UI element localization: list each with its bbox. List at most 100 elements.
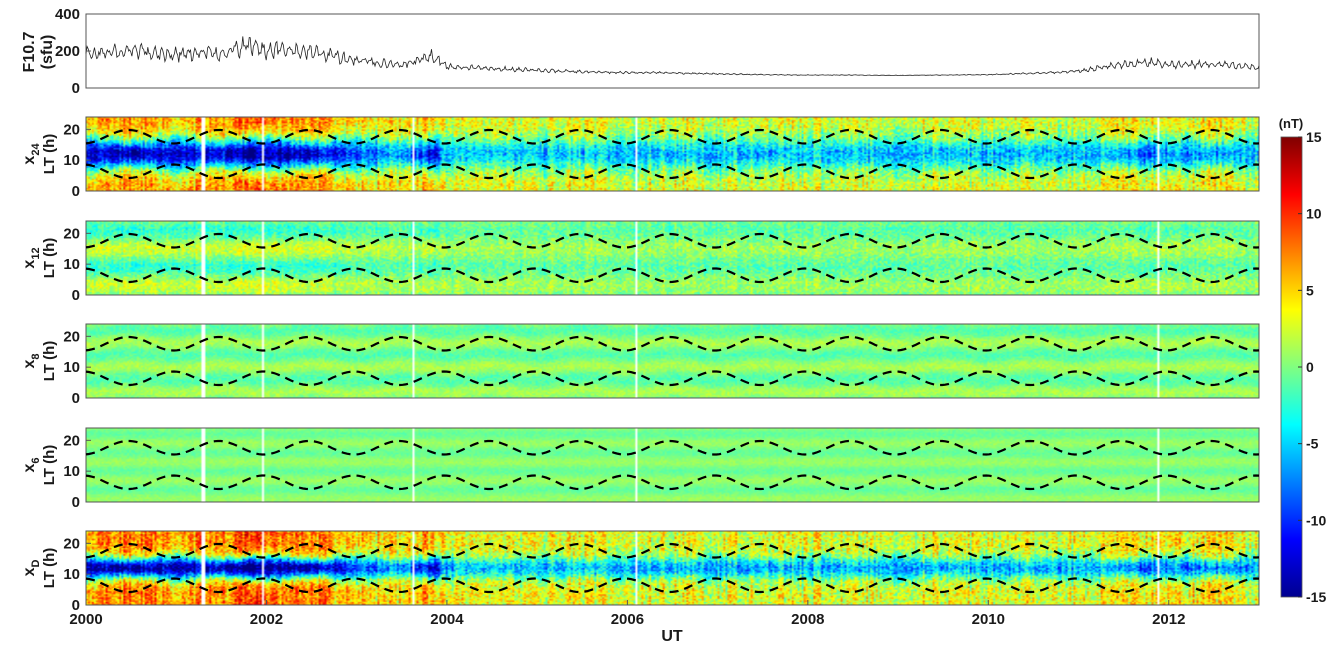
dashed-upper-line <box>85 335 1260 352</box>
x-axis-label: UT <box>661 628 683 645</box>
heatmap-ytick-label: 20 <box>63 432 80 449</box>
f107-axes-box <box>85 13 1260 89</box>
heatmap-panel-x8: 0 10 20 x8 LT (h) <box>21 323 1260 407</box>
colorbar-ticks: 15 10 5 0 -5 -10 -15 <box>1298 129 1326 605</box>
heatmap-ytick-label: 10 <box>63 566 80 583</box>
heatmap-image-x12 <box>86 221 1259 295</box>
x-tick-label: 2002 <box>250 611 283 628</box>
heatmap-axes-box-x24 <box>85 116 1260 192</box>
svg-text:x6: x6 <box>21 457 42 472</box>
svg-text:x24: x24 <box>21 143 42 165</box>
ylabel-main-xD: x <box>21 567 38 576</box>
ylabel-main-x12: x <box>21 260 38 269</box>
heatmap-ytick-label: 0 <box>72 287 80 304</box>
x-tick-label: 2006 <box>611 611 644 628</box>
f107-yticks: 0 200 400 <box>55 6 91 97</box>
heatmap-image-x6 <box>86 428 1259 502</box>
ylabel-sub-x6: 6 <box>30 457 42 463</box>
colorbar: (nT) 15 10 5 0 -5 -10 -15 <box>1279 116 1327 605</box>
heatmap-panel-x12: 0 10 20 x12 LT (h) <box>21 220 1260 304</box>
heatmap-image-xD <box>86 531 1259 605</box>
heatmap-image-x24 <box>86 117 1259 191</box>
f107-ytick-label: 400 <box>55 6 80 23</box>
colorbar-tick-label: 5 <box>1306 282 1314 298</box>
heatmap-ytick-label: 10 <box>63 359 80 376</box>
heatmap-ylabel-x24: x24 LT (h) <box>21 134 58 175</box>
f107-ylabel-line2: (sfu) <box>39 35 56 70</box>
x-tick-label: 2012 <box>1152 611 1185 628</box>
heatmap-ytick-label: 20 <box>63 535 80 552</box>
ylabel-sub-xD: D <box>30 560 42 568</box>
f107-panel: F10.7 (sfu) 0 200 400 <box>21 6 1260 97</box>
f107-ytick-label: 0 <box>72 80 80 97</box>
f107-ylabel-line1: F10.7 <box>21 31 38 72</box>
ylabel-unit-x12: LT (h) <box>41 238 58 279</box>
heatmap-ytick-label: 0 <box>72 597 80 614</box>
ylabel-sub-x12: 12 <box>30 247 42 259</box>
ylabel-unit-x6: LT (h) <box>41 445 58 486</box>
colorbar-tick-label: -15 <box>1306 589 1326 605</box>
heatmap-ytick-label: 0 <box>72 390 80 407</box>
f107-ytick-label: 200 <box>55 43 80 60</box>
dashed-upper-line <box>85 232 1260 249</box>
x-axis-ticks: 2000 2002 2004 2006 2008 2010 2012 <box>69 600 1185 628</box>
heatmap-ytick-label: 0 <box>72 183 80 200</box>
heatmap-ylabel-x8: x8 LT (h) <box>21 341 58 382</box>
ylabel-main-x8: x <box>21 360 38 369</box>
dashed-lower-line <box>85 267 1260 284</box>
heatmap-ytick-label: 0 <box>72 494 80 511</box>
svg-text:xD: xD <box>21 560 42 577</box>
heatmap-axes-box-xD <box>85 530 1260 606</box>
heatmap-axes-box-x12 <box>85 220 1260 296</box>
colorbar-tick-label: 10 <box>1306 206 1322 222</box>
heatmap-ytick-label: 20 <box>63 121 80 138</box>
heatmap-overlay-x6: 0 10 20 <box>63 432 1260 511</box>
heatmap-axes-box-x6 <box>85 427 1260 503</box>
dashed-upper-line <box>85 542 1260 559</box>
svg-text:x8: x8 <box>21 353 42 368</box>
dashed-upper-line <box>85 439 1260 456</box>
f107-series-line <box>85 36 1260 76</box>
ylabel-main-x6: x <box>21 464 38 473</box>
f107-ylabel: F10.7 (sfu) <box>21 31 56 72</box>
ylabel-sub-x8: 8 <box>30 353 42 359</box>
heatmap-image-x8 <box>86 324 1259 398</box>
svg-text:x12: x12 <box>21 247 42 268</box>
colorbar-tick-label: -10 <box>1306 512 1326 528</box>
heatmap-ylabel-x12: x12 LT (h) <box>21 238 58 279</box>
heatmap-panel-x24: 0 10 20 x24 LT (h) <box>21 116 1260 200</box>
heatmap-panel-xD: 0 10 20 xD LT (h) <box>21 530 1260 614</box>
x-tick-label: 2000 <box>69 611 102 628</box>
dashed-lower-line <box>85 163 1260 180</box>
dashed-lower-line <box>85 370 1260 387</box>
x-tick-label: 2004 <box>430 611 464 628</box>
heatmap-overlay-x24: 0 10 20 <box>63 121 1260 200</box>
dashed-lower-line <box>85 577 1260 594</box>
heatmap-axes-box-x8 <box>85 323 1260 399</box>
heatmap-overlay-xD: 0 10 20 <box>63 535 1260 614</box>
heatmap-overlay-x8: 0 10 20 <box>63 328 1260 407</box>
colorbar-title: (nT) <box>1279 116 1304 131</box>
heatmap-ylabel-x6: x6 LT (h) <box>21 445 58 486</box>
ylabel-unit-x8: LT (h) <box>41 341 58 382</box>
colorbar-tick-label: 0 <box>1306 359 1314 375</box>
colorbar-tick-label: -5 <box>1306 436 1319 452</box>
ylabel-main-x24: x <box>21 156 38 165</box>
x-tick-label: 2010 <box>972 611 1005 628</box>
dashed-lower-line <box>85 474 1260 491</box>
heatmap-ytick-label: 20 <box>63 225 80 242</box>
heatmap-ytick-label: 10 <box>63 256 80 273</box>
x-tick-label: 2008 <box>791 611 824 628</box>
ylabel-unit-xD: LT (h) <box>41 548 58 589</box>
heatmap-ytick-label: 10 <box>63 463 80 480</box>
ylabel-sub-x24: 24 <box>30 143 42 156</box>
colorbar-tick-label: 15 <box>1306 129 1322 145</box>
heatmap-panel-x6: 0 10 20 x6 LT (h) <box>21 427 1260 511</box>
dashed-upper-line <box>85 128 1260 145</box>
heatmap-ylabel-xD: xD LT (h) <box>21 548 58 589</box>
heatmap-ytick-label: 10 <box>63 152 80 169</box>
heatmap-overlay-x12: 0 10 20 <box>63 225 1260 304</box>
heatmap-ytick-label: 20 <box>63 328 80 345</box>
ylabel-unit-x24: LT (h) <box>41 134 58 175</box>
